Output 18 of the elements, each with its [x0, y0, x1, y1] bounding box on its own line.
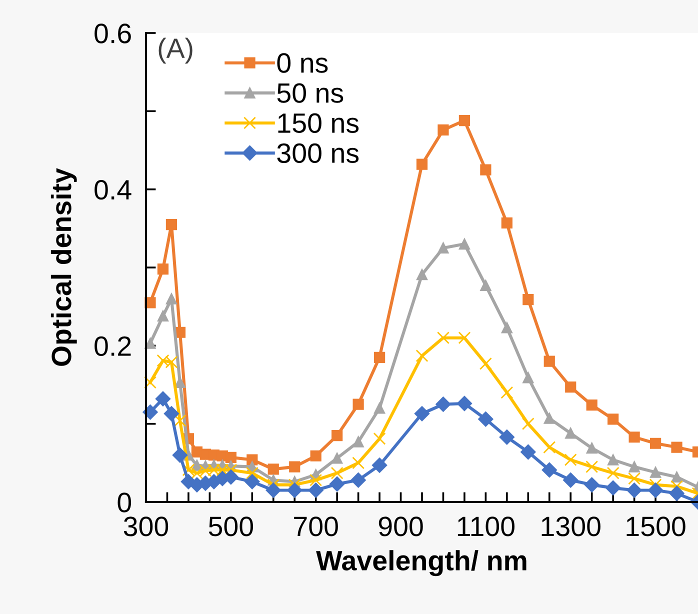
- y-axis-title: Optical density: [50, 168, 77, 366]
- y-tick-label: 0.2: [94, 336, 131, 356]
- y-tick-label: 0.4: [94, 180, 132, 200]
- x-tick-label: 500: [208, 516, 254, 536]
- x-tick-label: 1500: [626, 516, 686, 536]
- x-tick-label: 1300: [542, 516, 600, 536]
- y-tick-label: 0.6: [94, 24, 131, 44]
- x-tick-label: 900: [378, 516, 423, 536]
- legend-label: 50 ns: [277, 83, 344, 103]
- x-tick-label: 700: [294, 516, 338, 536]
- annotation: (A): [158, 38, 192, 64]
- legend-label: 0 ns: [277, 53, 328, 73]
- legend-label: 300 ns: [277, 143, 359, 164]
- x-tick-label: 300: [124, 516, 168, 536]
- y-tick-label: 0: [118, 492, 132, 512]
- legend-label: 150 ns: [278, 113, 359, 133]
- x-tick-label: 1100: [458, 516, 514, 536]
- x-axis-title: Wavelength/ nm: [316, 550, 526, 576]
